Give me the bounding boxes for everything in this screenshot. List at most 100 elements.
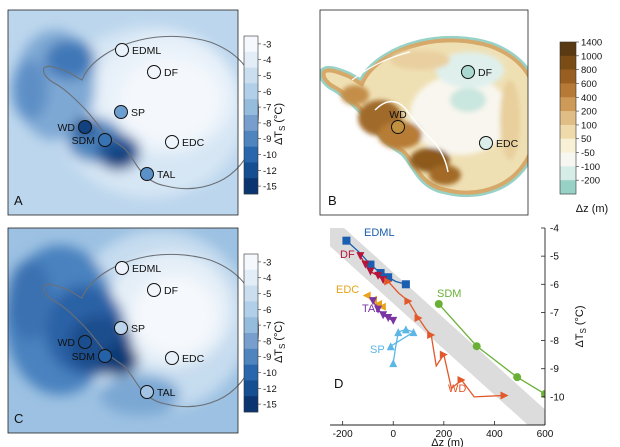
data-point-df [374, 271, 383, 280]
x-tick-label: -200 [333, 429, 353, 440]
data-point-wd [500, 391, 509, 400]
panel-a-site-marker-edml [115, 43, 129, 57]
series-label-wd: WD [448, 383, 466, 395]
data-point-tal [389, 316, 398, 325]
cbarC-swatch [244, 364, 258, 381]
panel-c-site-marker-tal [140, 385, 154, 399]
cbarC-swatch [244, 285, 258, 302]
cbarB-title: Δz (m) [576, 203, 608, 215]
cbarC-tick-label: -8 [263, 336, 271, 347]
cbarA-swatch [244, 146, 258, 163]
data-point-sp [394, 328, 403, 337]
cbarB-tick-label: 400 [581, 93, 597, 104]
cbarB-swatch [560, 55, 576, 70]
series-line-sp [390, 328, 415, 364]
panel-a-site-label-tal: TAL [157, 169, 176, 181]
cbarA-tick-label: -3 [263, 39, 271, 50]
cbarB-tick-label: -50 [581, 148, 595, 159]
panel-a-letter: A [14, 193, 23, 208]
cbarC-tick-label: -6 [263, 305, 271, 316]
data-point-edc [377, 302, 386, 311]
panel-a-site-marker-df [147, 65, 161, 79]
cbarC-tick-label: -3 [263, 257, 271, 268]
cbarA-tick-label: -7 [263, 103, 271, 114]
panel-d: -200 0 200 400 600 -4 -5 -6 -7 -8 -9 -10 Δz (m) ΔTS(°… [330, 224, 588, 447]
panel-b-site-label-wd: WD [389, 109, 407, 121]
data-point-edml [366, 260, 375, 269]
cbarA-frame [243, 35, 259, 195]
panel-c-site-label-edml: EDML [132, 263, 161, 275]
data-point-wd [384, 277, 393, 286]
cbarA-tick-label: -15 [263, 182, 277, 193]
y-tick-label: -9 [550, 364, 559, 375]
panel-a-site-marker-edc [165, 135, 179, 149]
cbarB-tick-label: 1400 [581, 38, 602, 49]
series-label-edc: EDC [336, 284, 359, 296]
data-point-sp [401, 325, 410, 334]
data-point-df [361, 260, 370, 269]
cbarB-swatch [560, 42, 576, 57]
cbarB-tick-label: 600 [581, 79, 597, 90]
data-point-wd [439, 350, 448, 359]
colorbar-temperature-a: -3 -4 -5 -6 -7 -8 -9 -10 -12 -15 ΔTS(°C) [243, 35, 287, 195]
cbarA-tick-label: -6 [263, 87, 271, 98]
cbarA-tick-label: -4 [263, 55, 271, 66]
series-label-sp: SP [370, 344, 385, 356]
panel-a-site-marker-tal [140, 167, 154, 181]
panel-b: B DF WD EDC [319, 9, 529, 216]
series-label-df: DF [340, 249, 355, 261]
data-point-tal [369, 297, 377, 306]
data-point-df [356, 252, 365, 261]
panel-b-site-label-edc: EDC [496, 138, 519, 150]
panel-c-site-label-wd: WD [58, 337, 76, 349]
x-tick-label: 400 [486, 429, 503, 440]
colorbar-temperature-c: -3 -4 -5 -6 -7 -8 -9 -10 -12 -15 ΔTS(°C) [243, 253, 287, 413]
cbarC-swatch [244, 348, 258, 365]
cbarB-tick-label: 200 [581, 107, 597, 118]
panel-a-site-marker-sp [114, 105, 128, 119]
cbarB-swatch [560, 180, 576, 195]
cbarC-swatch [244, 254, 258, 271]
cbarB-tick-label: -100 [581, 162, 600, 173]
cbarB-tick-label: 100 [581, 120, 597, 131]
panel-c-site-marker-edc [165, 351, 179, 365]
cbarA-swatch [244, 67, 258, 84]
series-label-tal: TAL [362, 303, 381, 315]
panel-c-site-marker-edml [115, 261, 129, 275]
data-point-sdm [434, 299, 443, 308]
data-point-wd [427, 330, 436, 339]
cbarB-swatch [560, 97, 576, 112]
y-tick-label: -6 [550, 280, 559, 291]
cbarA-swatch [244, 115, 258, 132]
x-tick-label: 600 [537, 429, 554, 440]
cbarA-title: ΔTS(°C) [273, 103, 287, 145]
trend-band [330, 228, 545, 425]
cbarB-swatch [560, 111, 576, 126]
cbarC-tick-label: -7 [263, 321, 271, 332]
data-point-sp [386, 342, 395, 351]
cbarA-swatch [244, 83, 258, 100]
panel-a-site-marker-wd [78, 120, 92, 134]
y-tick-label: -8 [550, 336, 559, 347]
data-point-sp [409, 328, 418, 337]
cbarC-swatch [244, 269, 258, 286]
panel-b-site-marker-edc [479, 136, 493, 150]
data-point-df [366, 267, 375, 276]
cbarC-tick-label: -4 [263, 273, 271, 284]
cbarC-tick-label: -12 [263, 384, 277, 395]
cbarC-swatch [244, 333, 258, 350]
y-axis-label: ΔTS(°C) [574, 305, 588, 347]
data-point-sdm [472, 342, 481, 351]
y-tick-label: -5 [550, 252, 559, 263]
cbarC-swatch [244, 380, 258, 397]
cbarC-tick-label: -10 [263, 368, 277, 379]
panel-a-site-label-wd: WD [58, 122, 76, 134]
data-point-wd [457, 375, 466, 384]
panel-a-site-label-sdm: SDM [72, 135, 95, 147]
cbarB-tick-label: 50 [581, 134, 592, 145]
cbarB-swatch [560, 166, 576, 181]
